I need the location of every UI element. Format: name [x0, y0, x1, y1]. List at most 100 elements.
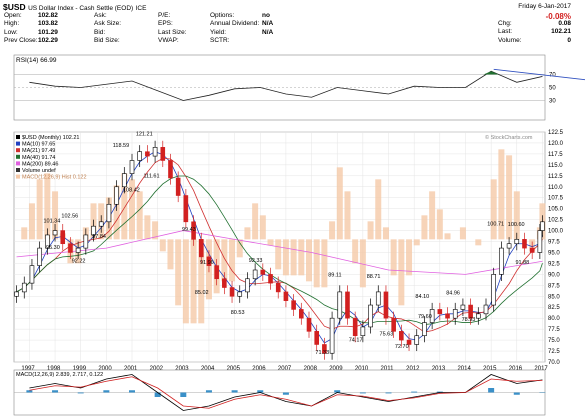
change-percent: -0.08% [545, 12, 571, 21]
macd-hist-bar [336, 167, 343, 240]
price-annotation: 78.93 [462, 317, 476, 323]
macd-hist-bar [321, 239, 328, 288]
macd-hist-bar [334, 390, 341, 393]
macd-hist-bar [506, 155, 513, 240]
candle-body [122, 173, 127, 188]
macd-hist-bar [421, 215, 428, 240]
quote-label: VWAP: [158, 36, 179, 44]
price-annotation: 75.63 [380, 331, 394, 337]
macd-hist-bar [144, 215, 151, 240]
candle-body [468, 304, 473, 319]
rsi-title: RSI(14) 66.99 [16, 57, 57, 64]
macd-hist-bar [103, 390, 110, 393]
candle-body [198, 239, 204, 258]
price-tick-label: 95.0 [548, 250, 560, 256]
macd-hist-bar [21, 227, 28, 240]
macd-hist-bar [154, 392, 161, 397]
watermark: © StockCharts.com [485, 134, 533, 141]
candle-body [345, 291, 350, 319]
legend-label: Volume undef [22, 168, 56, 174]
macd-hist-bar [275, 239, 282, 270]
candle-body [437, 309, 443, 315]
macd-hist-bar [182, 239, 189, 324]
candle-body [483, 304, 489, 315]
candle-body [322, 344, 327, 354]
macd-panel: MACD(12,26,9) 2.839, 2.717, 0.122 [13, 369, 546, 416]
quote-header: $USD US Dollar Index - Cash Settle (EOD)… [0, 0, 585, 52]
quote-label: Options: [210, 12, 235, 19]
macd-hist-bar [352, 239, 359, 264]
candle-body [429, 309, 435, 323]
symbol-name: US Dollar Index - Cash Settle (EOD) [28, 5, 134, 12]
price-tick-label: 117.5 [548, 152, 563, 158]
macd-hist-bar [205, 390, 212, 393]
macd-hist-bar [136, 191, 143, 240]
quote-label: Last Size: [158, 28, 187, 36]
candle-body [214, 265, 219, 280]
quote-label: Ask Size: [94, 20, 122, 28]
macd-hist-bar [444, 233, 451, 240]
candle-body [352, 317, 358, 337]
legend-label: MA(40) 91.74 [22, 155, 55, 161]
legend-swatch [16, 168, 20, 172]
quote-label: Ask: [94, 12, 107, 19]
candle-body [306, 317, 312, 332]
x-tick-label: 2000 [98, 366, 112, 372]
price-tick-label: 97.5 [548, 240, 560, 246]
candle-body [160, 147, 166, 161]
legend-label: MA(10) 97.65 [22, 142, 55, 148]
macd-hist-bar [429, 191, 436, 240]
macd-hist-bar [259, 215, 266, 240]
quote-label: Bid Size: [94, 36, 120, 44]
candle-body [522, 239, 527, 249]
price-tick-label: 115.0 [548, 163, 563, 169]
candle-body [14, 291, 19, 297]
candle-body [399, 331, 404, 341]
x-tick-label: 2002 [150, 366, 164, 372]
macd-signal-line [29, 376, 543, 409]
candle-body [540, 221, 545, 231]
macd-hist-bar [367, 221, 374, 240]
macd-hist-bar [498, 149, 505, 240]
price-annotation: 102.56 [61, 213, 78, 219]
candle-body [83, 234, 89, 249]
quote-label: Low: [4, 28, 18, 36]
macd-hist-bar [298, 239, 305, 276]
price-annotation: 95.30 [46, 245, 60, 251]
candle-body [152, 147, 158, 157]
candle-body [137, 151, 142, 161]
legend-swatch [16, 135, 20, 139]
candle-body [337, 291, 343, 319]
macd-hist-bar [488, 388, 495, 393]
quote-label: Bid: [94, 28, 106, 36]
price-annotation: 118.59 [113, 143, 129, 149]
x-tick-label: 1999 [73, 366, 87, 372]
quote-value: 0.08 [558, 20, 571, 27]
exchange: ICE [135, 5, 147, 12]
quote-value: no [262, 12, 270, 19]
legend-swatch [16, 148, 20, 153]
x-tick-label: 2011 [381, 366, 395, 372]
price-annotation: 80.53 [231, 310, 245, 316]
macd-hist-bar [436, 391, 443, 393]
candle-body [445, 313, 450, 319]
candle-body [60, 230, 66, 245]
price-tick-label: 107.5 [548, 196, 564, 202]
price-tick-label: 70.0 [548, 360, 560, 366]
ma10-line [16, 151, 543, 344]
candle-body [75, 247, 81, 253]
x-tick-label: 2004 [201, 366, 215, 372]
price-annotation: 72.70 [395, 344, 409, 350]
quote-value: N/A [262, 28, 274, 36]
macd-hist-bar [290, 239, 297, 276]
macd-hist-bar [77, 392, 84, 394]
quote-value: 0 [567, 36, 571, 44]
macd-hist-bar [390, 239, 397, 276]
x-tick-label: 2015 [483, 366, 497, 372]
macd-hist-bar [382, 227, 389, 240]
symbol-title: $USD US Dollar Index - Cash Settle (EOD)… [3, 2, 146, 12]
candle-body [260, 269, 266, 275]
ma40-line [16, 175, 543, 325]
candle-body [91, 225, 96, 236]
quote-label: Volume: [498, 36, 522, 44]
